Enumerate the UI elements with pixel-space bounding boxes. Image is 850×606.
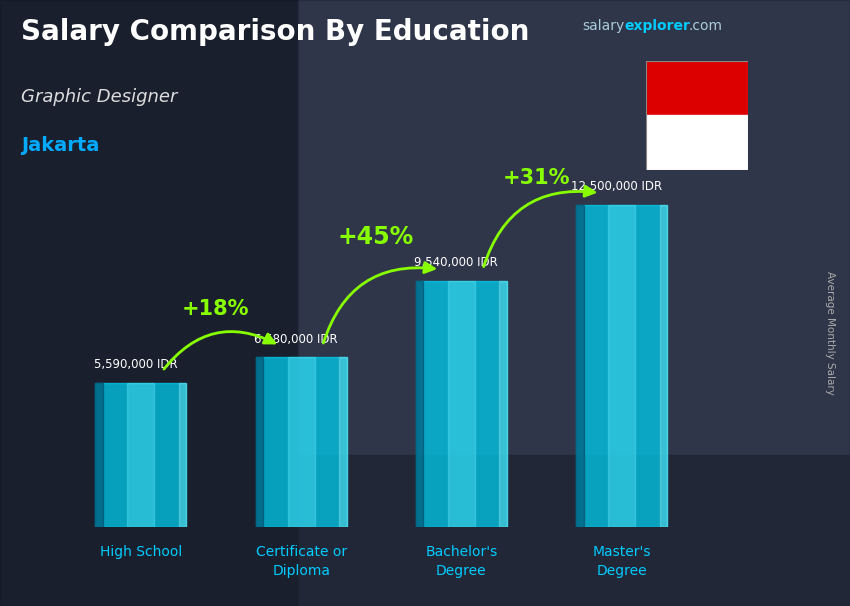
Bar xyxy=(178,383,186,527)
Text: Jakarta: Jakarta xyxy=(21,136,99,155)
Text: +31%: +31% xyxy=(502,168,570,188)
Text: Average Monthly Salary: Average Monthly Salary xyxy=(824,271,835,395)
Bar xyxy=(256,358,347,527)
Bar xyxy=(256,358,264,527)
Text: Bachelor's
Degree: Bachelor's Degree xyxy=(425,545,497,578)
Text: Master's
Degree: Master's Degree xyxy=(592,545,651,578)
Text: +18%: +18% xyxy=(182,299,249,319)
Bar xyxy=(499,281,507,527)
Bar xyxy=(416,281,507,527)
Bar xyxy=(576,205,667,527)
Text: 6,580,000 IDR: 6,580,000 IDR xyxy=(254,333,337,345)
Text: High School: High School xyxy=(99,545,182,559)
Bar xyxy=(287,358,314,527)
Bar xyxy=(646,61,748,115)
Bar xyxy=(576,205,584,527)
Bar xyxy=(0,0,298,606)
Bar xyxy=(608,205,635,527)
Bar xyxy=(95,383,186,527)
Bar xyxy=(298,454,850,606)
Text: +45%: +45% xyxy=(337,225,414,249)
Text: 5,590,000 IDR: 5,590,000 IDR xyxy=(94,358,178,371)
Bar xyxy=(95,383,103,527)
Bar xyxy=(416,281,423,527)
Text: Certificate or
Diploma: Certificate or Diploma xyxy=(256,545,347,578)
Bar xyxy=(660,205,667,527)
Text: Salary Comparison By Education: Salary Comparison By Education xyxy=(21,18,530,46)
Text: explorer: explorer xyxy=(625,19,690,33)
Bar xyxy=(128,383,155,527)
Bar xyxy=(448,281,475,527)
Bar xyxy=(298,0,850,454)
Text: Graphic Designer: Graphic Designer xyxy=(21,88,178,106)
Text: 9,540,000 IDR: 9,540,000 IDR xyxy=(414,256,498,269)
Bar xyxy=(646,115,748,170)
Bar xyxy=(339,358,347,527)
Text: 12,500,000 IDR: 12,500,000 IDR xyxy=(571,180,662,193)
Text: salary: salary xyxy=(582,19,625,33)
Text: .com: .com xyxy=(688,19,722,33)
